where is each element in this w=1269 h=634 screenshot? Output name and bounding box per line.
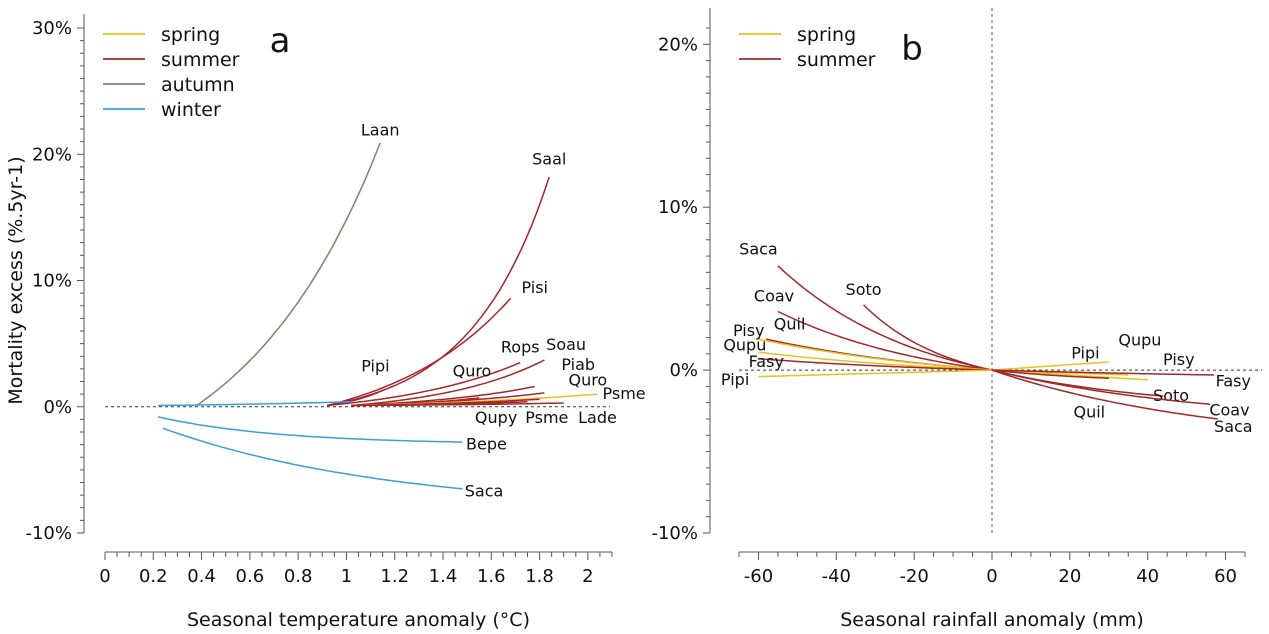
series-line-pisi-summer [326, 297, 512, 407]
series-label-soto: Soto [846, 280, 882, 299]
y-tick-label: 0% [669, 360, 698, 381]
series-line-pipi-spring [758, 369, 993, 378]
series-line-pisy-spring [758, 338, 993, 371]
series-label-fasy: Fasy [1216, 371, 1251, 390]
y-tick-label: -10% [25, 523, 72, 544]
y-tick-label: 30% [32, 18, 72, 39]
panel-b: -10% 0% 10% 20% -60 -40 -20 0 20 40 60 Seasonal rai… [651, 8, 1262, 631]
y-tick-label: -10% [651, 523, 698, 544]
series-label-quil: Quil [774, 314, 806, 333]
x-axis-label: Seasonal rainfall anomaly (mm) [840, 609, 1144, 631]
series-label-pisy: Pisy [733, 321, 765, 340]
x-tick-label: 0.6 [236, 566, 265, 587]
series-label-coav: Coav [1209, 401, 1249, 420]
x-tick-label: 1 [341, 566, 352, 587]
x-tick-label: -20 [899, 566, 928, 587]
series-label-qupu: Qupu [1118, 331, 1161, 350]
series-label-bepe: Bepe [466, 435, 507, 454]
series-label-qupy: Qupy [475, 408, 517, 427]
legend: spring summer autumn winter [103, 24, 240, 121]
x-tick-label: -40 [822, 566, 851, 587]
series-label-pipi: Pipi [721, 370, 749, 389]
series-line-soau-summer [351, 359, 545, 407]
x-tick-label: -60 [744, 566, 773, 587]
x-tick-label: 1.2 [380, 566, 409, 587]
series-label-pipi: Pipi [361, 356, 389, 375]
series-label-psme: Psme [603, 384, 646, 403]
series-line-saca-summer [777, 265, 993, 371]
series-line-soto-summer [863, 304, 993, 371]
series-line-quil-summer [991, 369, 1109, 379]
series-line-pipi-spring [991, 361, 1109, 371]
series-label-rops: Rops [501, 337, 540, 356]
series-label-lade: Lade [578, 408, 617, 427]
series-label-fasy: Fasy [749, 352, 784, 371]
series-label-saca: Saca [739, 239, 778, 258]
series-line-coav-summer [777, 310, 993, 371]
series-line-saca-summer [991, 369, 1218, 420]
x-tick-label: 1.6 [477, 566, 506, 587]
series-label-soto: Soto [1153, 386, 1189, 405]
x-tick-label: 0.2 [139, 566, 168, 587]
x-tick-label: 40 [1136, 566, 1159, 587]
y-tick-label: 10% [658, 197, 698, 218]
y-axis-label: Mortality excess (%.5yr-1) [5, 156, 27, 404]
x-tick-label: 1.4 [429, 566, 458, 587]
y-tick-label: 0% [43, 397, 72, 418]
series-label-quro: Quro [568, 370, 607, 389]
series-label-saca: Saca [1214, 417, 1253, 436]
series-line-lade-summer [351, 402, 564, 407]
series-line-laan-autumn [196, 142, 381, 407]
legend: spring summer [739, 24, 876, 71]
x-tick-label: 20 [1058, 566, 1081, 587]
series-line-rops-summer [327, 361, 521, 407]
series-line-coav-summer [991, 369, 1211, 406]
series-label-psme: Psme [525, 408, 568, 427]
legend-label-summer: summer [161, 49, 240, 71]
legend-label-winter: winter [161, 99, 221, 121]
panel-a: -10% 0% 10% 20% 30% 0 0.2 0.4 0.6 0.8 1 1.2 1.4 1.6 1.… [5, 14, 646, 631]
x-tick-label: 0 [986, 566, 997, 587]
series-label-saal: Saal [532, 149, 566, 168]
series-label-qupu: Qupu [723, 336, 766, 355]
legend-label-spring: spring [797, 24, 856, 46]
x-tick-label: 0.8 [284, 566, 313, 587]
series-label-quil: Quil [1073, 402, 1105, 421]
y-tick-label: 20% [32, 144, 72, 165]
series-label-soau: Soau [546, 335, 586, 354]
x-tick-label: 0.4 [187, 566, 216, 587]
series-label-pisi: Pisi [521, 278, 548, 297]
legend-label-summer: summer [797, 49, 876, 71]
series-label-pisy: Pisy [1163, 350, 1195, 369]
series-line-unlabeled-winter [158, 400, 352, 407]
x-tick-label: 0 [99, 566, 110, 587]
series-line-fasy-summer [991, 369, 1214, 376]
x-tick-label: 1.8 [525, 566, 554, 587]
series-label-pipi: Pipi [1071, 344, 1099, 363]
series-line-fasy-summer [758, 357, 993, 371]
y-tick-label: 20% [658, 34, 698, 55]
x-tick-label: 2 [582, 566, 593, 587]
series-label-saca: Saca [465, 481, 504, 500]
panel-label: b [901, 29, 923, 69]
series-label-piab: Piab [561, 355, 595, 374]
x-tick-label: 60 [1214, 566, 1237, 587]
series-label-laan: Laan [361, 120, 400, 139]
legend-label-autumn: autumn [161, 74, 235, 96]
y-tick-label: 10% [32, 271, 72, 292]
series-line-bepe-winter [157, 416, 463, 443]
series-line-saca-winter [162, 427, 463, 490]
legend-label-spring: spring [161, 24, 220, 46]
series-line-pisy-spring [991, 369, 1148, 381]
series-label-coav: Coav [754, 287, 794, 306]
x-axis-label: Seasonal temperature anomaly (°C) [187, 609, 530, 631]
series-label-quro: Quro [453, 361, 492, 380]
panel-label: a [270, 21, 291, 61]
